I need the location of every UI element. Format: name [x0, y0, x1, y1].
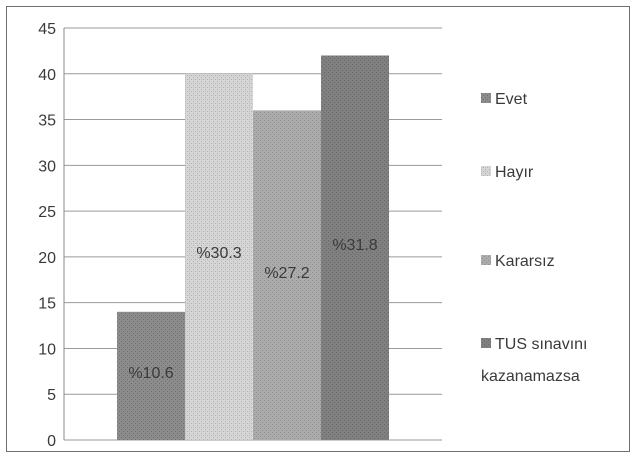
y-tick-label: 45 — [38, 21, 56, 38]
y-axis-ticks: 0 5 10 15 20 25 30 35 40 45 — [38, 21, 56, 450]
y-tick-label: 40 — [38, 67, 56, 84]
y-tick-label: 20 — [38, 250, 56, 267]
legend: Evet Hayır Kararsız TUS sınavını kazanamazsa — [481, 91, 587, 385]
y-tick-label: 10 — [38, 341, 56, 358]
y-tick-label: 25 — [38, 204, 56, 221]
legend-swatch — [481, 338, 491, 348]
legend-label: Kararsız — [495, 253, 555, 270]
data-label: %27.2 — [264, 265, 309, 282]
data-labels: %10.6 %30.3 %27.2 %31.8 — [128, 237, 377, 382]
data-label: %31.8 — [332, 237, 377, 254]
legend-swatch — [481, 255, 491, 265]
bar-2 — [185, 73, 253, 441]
y-tick-label: 5 — [47, 387, 56, 404]
data-label: %10.6 — [128, 365, 173, 382]
chart-frame: 0 5 10 15 20 25 30 35 40 45 %10.6 %30.3 %27.2 %31.8 … — [6, 6, 630, 452]
legend-label: Evet — [495, 91, 528, 108]
y-tick-label: 35 — [38, 113, 56, 130]
legend-swatch — [481, 166, 491, 176]
legend-label: TUS sınavını — [495, 336, 587, 353]
bar-4 — [321, 55, 389, 440]
bar-1 — [117, 311, 185, 440]
bars — [117, 55, 389, 441]
y-tick-label: 0 — [47, 433, 56, 450]
legend-label-line2: kazanamazsa — [481, 368, 580, 385]
legend-swatch — [481, 93, 491, 103]
bar-3 — [253, 110, 321, 441]
legend-label: Hayır — [495, 164, 534, 181]
y-tick-label: 30 — [38, 158, 56, 175]
y-tick-label: 15 — [38, 296, 56, 313]
data-label: %30.3 — [196, 245, 241, 262]
